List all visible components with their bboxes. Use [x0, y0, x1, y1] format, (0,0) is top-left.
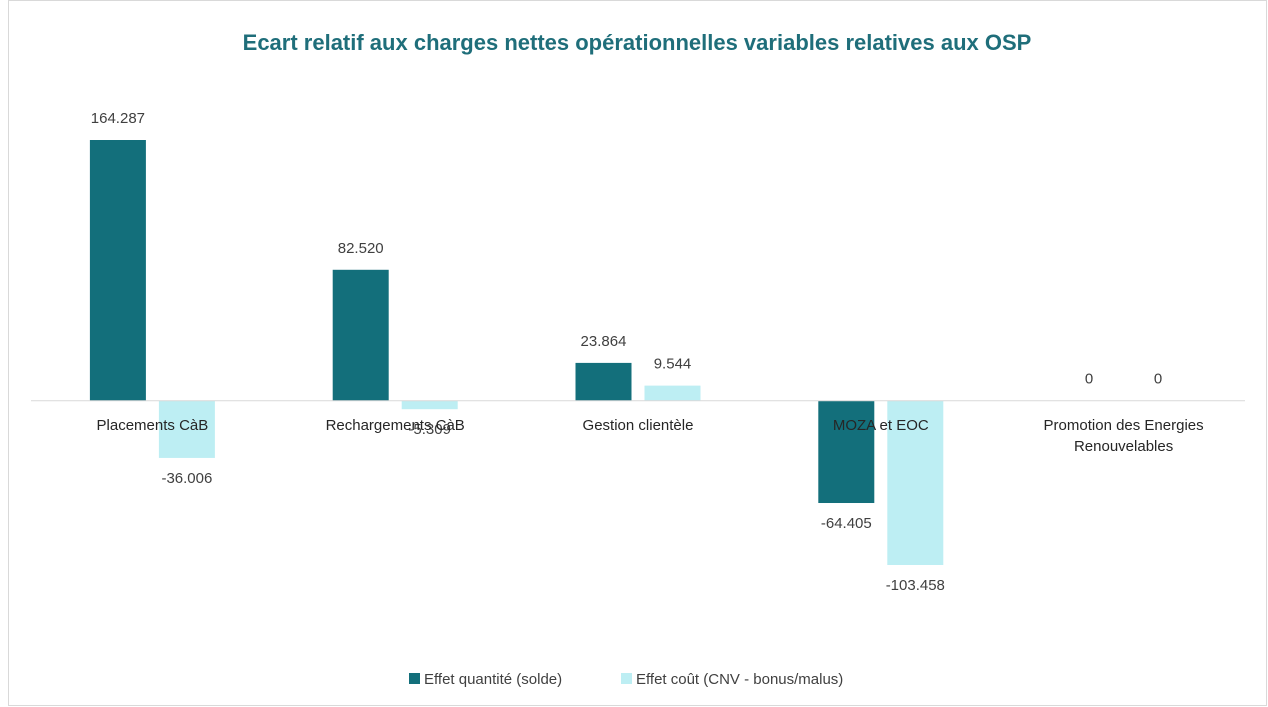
legend-label: Effet quantité (solde) [424, 671, 562, 688]
x-tick-label: Placements CàB [96, 416, 209, 434]
legend-label: Effet coût (CNV - bonus/malus) [636, 671, 843, 688]
bar [158, 400, 215, 458]
legend-swatch [409, 673, 420, 684]
data-label: -36.006 [161, 470, 212, 487]
bar [887, 400, 944, 565]
data-label: 23.864 [581, 333, 627, 350]
x-tick-label: MOZA et EOC [832, 416, 929, 434]
data-label: -103.458 [886, 577, 945, 594]
bar [818, 400, 875, 504]
x-tick-label: Rechargements CàB [325, 416, 465, 434]
x-tick-label: Gestion clientèle [582, 416, 694, 434]
data-label: 9.544 [654, 356, 692, 373]
bar [575, 362, 632, 401]
bar [644, 385, 701, 401]
data-label: 0 [1085, 371, 1093, 388]
data-label: 164.287 [91, 110, 145, 127]
x-tick-label: Promotion des Energies Renouvelables [1043, 416, 1204, 455]
bar [89, 140, 146, 401]
chart-title: Ecart relatif aux charges nettes opérati… [243, 30, 1032, 55]
data-label: -5.309 [408, 421, 451, 438]
data-label: 82.520 [338, 240, 384, 257]
data-label: 0 [1154, 371, 1162, 388]
bar [401, 400, 458, 410]
chart-border [8, 0, 1267, 706]
bar [332, 269, 389, 401]
legend-swatch [621, 673, 632, 684]
data-label: -64.405 [821, 515, 872, 532]
